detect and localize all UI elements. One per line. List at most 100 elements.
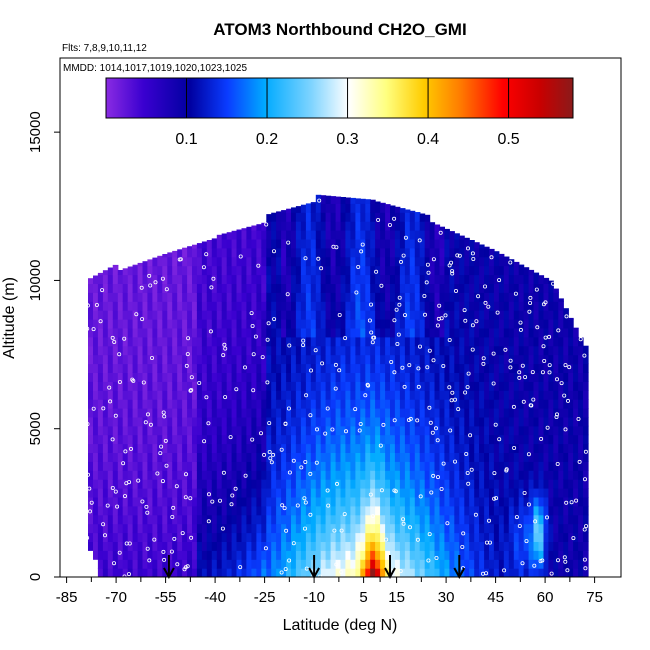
- heatmap-cell: [266, 408, 272, 418]
- heatmap-cell: [157, 461, 163, 471]
- heatmap-cell: [187, 283, 193, 293]
- heatmap-cell: [147, 514, 153, 525]
- heatmap-cell: [152, 550, 158, 560]
- heatmap-cell: [102, 381, 109, 391]
- heatmap-cell: [97, 310, 104, 320]
- heatmap-cell: [568, 514, 574, 525]
- heatmap-cell: [201, 390, 208, 400]
- heatmap-cell: [182, 541, 188, 551]
- heatmap-cell: [498, 416, 505, 427]
- heatmap-cell: [182, 523, 188, 534]
- heatmap-cell: [137, 327, 144, 338]
- heatmap-cell: [355, 416, 361, 427]
- heatmap-cell: [335, 212, 342, 222]
- heatmap-cell: [350, 265, 356, 276]
- heatmap-cell: [459, 310, 465, 320]
- heatmap-cell: [583, 390, 589, 400]
- heatmap-cell: [414, 247, 421, 258]
- heatmap-cell: [583, 345, 589, 356]
- heatmap-cell: [187, 559, 193, 569]
- heatmap-cell: [414, 479, 421, 489]
- sample-point: [172, 536, 177, 541]
- heatmap-cell: [246, 470, 252, 480]
- sample-point: [422, 312, 427, 317]
- heatmap-cell: [226, 381, 233, 391]
- heatmap-cell: [375, 559, 381, 569]
- heatmap-cell: [236, 416, 243, 427]
- heatmap-cell: [385, 461, 391, 471]
- heatmap-cell: [340, 568, 346, 577]
- heatmap-cell: [325, 488, 332, 498]
- heatmap-cell: [399, 523, 406, 534]
- heatmap-cell: [320, 247, 327, 258]
- heatmap-cell: [320, 452, 327, 462]
- sample-point: [508, 365, 513, 370]
- heatmap-cell: [231, 416, 238, 427]
- heatmap-cell: [370, 452, 376, 462]
- heatmap-cell: [429, 238, 436, 249]
- heatmap-cell: [167, 532, 173, 542]
- heatmap-cell: [503, 372, 510, 382]
- heatmap-cell: [196, 274, 203, 284]
- heatmap-cell: [162, 319, 168, 329]
- heatmap-cell: [276, 381, 282, 391]
- heatmap-cell: [256, 550, 262, 560]
- sample-point: [141, 380, 146, 385]
- heatmap-cell: [508, 319, 515, 329]
- heatmap-cell: [365, 550, 371, 560]
- heatmap-cell: [518, 265, 525, 276]
- heatmap-cell: [578, 443, 584, 453]
- heatmap-cell: [196, 319, 203, 329]
- heatmap-cell: [216, 363, 223, 373]
- heatmap-cell: [97, 354, 104, 365]
- heatmap-cell: [122, 434, 129, 445]
- heatmap-cell: [325, 265, 332, 276]
- heatmap-cell: [271, 327, 277, 338]
- heatmap-cell: [157, 265, 163, 276]
- heatmap-cell: [365, 452, 371, 462]
- heatmap-cell: [385, 363, 391, 373]
- heatmap-cell: [226, 319, 233, 329]
- heatmap-cell: [251, 292, 257, 302]
- heatmap-cell: [221, 461, 228, 471]
- heatmap-cell: [142, 443, 148, 453]
- heatmap-cell: [167, 505, 173, 516]
- heatmap-cell: [93, 523, 99, 534]
- heatmap-cell: [419, 247, 426, 258]
- heatmap-cell: [102, 443, 109, 453]
- heatmap-cell: [132, 541, 139, 551]
- heatmap-cell: [365, 221, 371, 231]
- sample-point: [279, 447, 284, 452]
- heatmap-cell: [394, 221, 401, 231]
- heatmap-cell: [211, 470, 218, 480]
- sample-point: [143, 420, 148, 425]
- heatmap-cell: [147, 496, 153, 507]
- heatmap-cell: [449, 559, 455, 569]
- sample-point: [162, 414, 167, 419]
- heatmap-cell: [409, 310, 416, 320]
- heatmap-cell: [518, 399, 525, 409]
- sample-point: [105, 503, 110, 508]
- heatmap-cell: [300, 247, 307, 258]
- sample-point: [85, 326, 90, 331]
- heatmap-cell: [305, 559, 312, 569]
- heatmap-cell: [286, 568, 292, 577]
- heatmap-cell: [429, 479, 436, 489]
- heatmap-cell: [256, 425, 262, 436]
- heatmap-cell: [142, 292, 148, 302]
- heatmap-cell: [196, 256, 203, 267]
- heatmap-cell: [276, 247, 282, 258]
- heatmap-cell: [241, 443, 247, 453]
- heatmap-cell: [286, 283, 292, 293]
- heatmap-cell: [508, 390, 515, 400]
- heatmap-cell: [454, 505, 460, 516]
- heatmap-cell: [365, 363, 371, 373]
- heatmap-cell: [206, 399, 213, 409]
- heatmap-cell: [236, 452, 243, 462]
- sample-point: [363, 393, 368, 398]
- heatmap-cell: [350, 336, 356, 347]
- heatmap-cell: [385, 408, 391, 418]
- sample-point: [534, 287, 539, 292]
- heatmap-cell: [568, 399, 574, 409]
- heatmap-cell: [226, 247, 233, 258]
